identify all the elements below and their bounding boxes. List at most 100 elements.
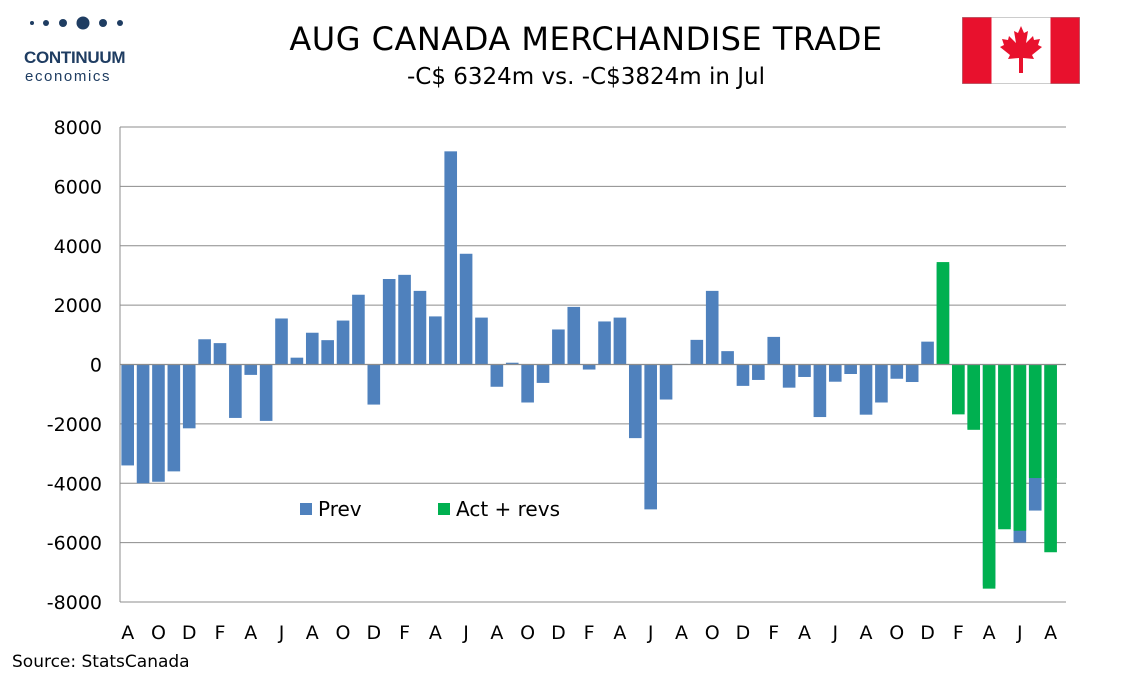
bar-prev (167, 364, 181, 472)
x-tick-label: A (675, 622, 688, 644)
brand-sub: economics (25, 68, 112, 85)
x-tick-label: O (336, 622, 351, 644)
bar-prev (136, 364, 150, 484)
legend: Prev Act + revs (300, 497, 560, 521)
bar-prev (752, 364, 765, 380)
bar-prev (213, 343, 227, 365)
bar-prev (336, 320, 350, 365)
x-tick-label: D (366, 622, 381, 644)
bar-prev (459, 253, 473, 365)
bar-prev (921, 341, 934, 365)
bar-act-revs (936, 262, 950, 365)
bar-prev (828, 364, 842, 382)
bar-prev (290, 357, 304, 365)
bar-prev (598, 321, 611, 365)
x-tick-label: A (244, 622, 257, 644)
bar-prev (305, 332, 319, 365)
bar-prev (859, 364, 873, 415)
bar-prev (890, 364, 904, 379)
bar-act-revs (952, 364, 965, 415)
bar-act-revs (1044, 364, 1057, 553)
bar-prev (367, 364, 381, 405)
x-tick-label: D (551, 622, 566, 644)
bar-prev (352, 294, 365, 365)
x-tick-label: J (462, 622, 469, 644)
bar-prev (782, 364, 796, 388)
y-tick-label: -8000 (47, 592, 102, 614)
x-tick-label: A (306, 622, 319, 644)
bar-prev (705, 290, 719, 365)
bar-prev (321, 340, 334, 365)
bar-prev (275, 318, 288, 365)
x-tick-label: F (584, 622, 595, 644)
y-tick-label: -6000 (47, 533, 102, 555)
x-tick-label: J (647, 622, 654, 644)
x-tick-label: F (953, 622, 964, 644)
x-tick-label: F (768, 622, 779, 644)
chart-subtitle: -C$ 6324m vs. -C$3824m in Jul (406, 64, 766, 90)
x-tick-label: O (151, 622, 166, 644)
legend-swatch (438, 503, 450, 515)
bar-prev (429, 316, 442, 365)
x-tick-label: J (1016, 622, 1023, 644)
x-tick-label: D (920, 622, 935, 644)
brand-name: CONTINUUM (24, 48, 126, 67)
bar-prev (659, 364, 673, 400)
bar-prev (844, 364, 857, 374)
bar-prev (644, 364, 657, 510)
bar-prev (259, 364, 273, 421)
x-tick-label: A (490, 622, 503, 644)
bar-prev (182, 364, 196, 429)
x-tick-label: F (399, 622, 410, 644)
x-tick-label: A (1044, 622, 1057, 644)
y-tick-label: -4000 (47, 473, 102, 495)
bar-act-revs (1028, 364, 1042, 479)
bar-prev (767, 336, 781, 365)
continuum-logo: CONTINUUM economics (10, 12, 140, 85)
y-tick-label: 2000 (54, 295, 102, 317)
bar-prev (690, 339, 704, 365)
bar-act-revs (982, 364, 996, 589)
x-tick-label: A (429, 622, 442, 644)
x-tick-label: J (831, 622, 838, 644)
bar-prev (244, 364, 258, 375)
bar-prev (398, 274, 411, 365)
x-tick-label: D (736, 622, 751, 644)
bar-act-revs (967, 364, 981, 430)
y-tick-label: 0 (90, 355, 102, 377)
bar-prev (444, 151, 458, 365)
x-tick-label: A (860, 622, 873, 644)
bar-prev (628, 364, 642, 439)
bar-prev (121, 364, 134, 466)
bar-prev (813, 364, 827, 418)
x-tick-label: A (121, 622, 134, 644)
y-tick-label: 4000 (54, 236, 102, 258)
bars (121, 151, 1057, 589)
bar-prev (229, 364, 242, 418)
source-note: Source: StatsCanada (12, 652, 190, 672)
bar-prev (521, 364, 534, 403)
bar-act-revs (998, 364, 1011, 530)
bar-prev (152, 364, 165, 482)
chart-title: AUG CANADA MERCHANDISE TRADE (289, 20, 883, 58)
bar-prev (490, 364, 504, 387)
bar-prev (798, 364, 811, 377)
x-tick-label: D (182, 622, 197, 644)
legend-label: Act + revs (456, 497, 560, 521)
bar-prev (613, 317, 627, 365)
canada-flag-icon (962, 17, 1080, 84)
x-tick-label: O (705, 622, 720, 644)
bar-prev (382, 279, 396, 365)
x-tick-label: O (520, 622, 535, 644)
x-tick-label: O (889, 622, 904, 644)
bar-prev (567, 306, 581, 365)
bar-prev (475, 317, 488, 365)
bar-prev (198, 339, 211, 365)
bar-prev (736, 364, 750, 386)
logo-dots-icon (30, 16, 123, 30)
x-tick-label: A (613, 622, 626, 644)
x-tick-label: A (983, 622, 996, 644)
bar-prev (505, 362, 519, 365)
